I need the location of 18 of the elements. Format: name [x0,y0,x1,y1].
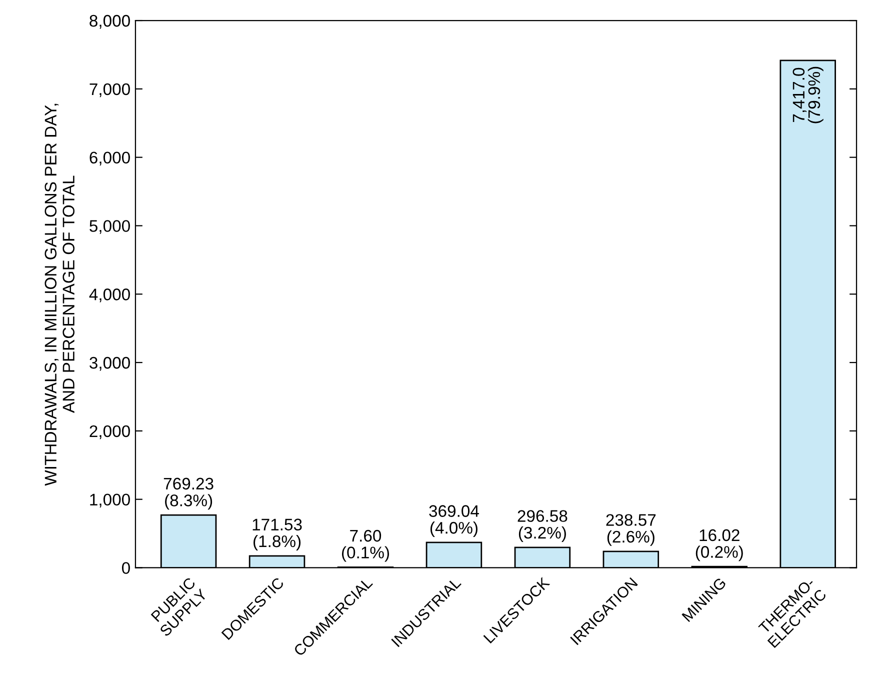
y-tick-label: 4,000 [89,288,130,302]
data-label: 7,417.0 (79.9%) [792,66,824,124]
y-tick-label: 2,000 [90,425,130,440]
data-label: 769.23 (8.3%) [164,478,214,510]
y-tick-label: 6,000 [90,152,130,166]
y-tick-label: 8,000 [90,14,130,29]
y-tick-label: 7,000 [90,83,130,98]
y-axis-title: WITHDRAWALS, IN MILLION GALLONS PER DAY, AND PERCENTAGE OF TOTAL [44,104,74,486]
y-tick-label: 0 [122,562,130,574]
y-tick-label: 3,000 [90,356,130,371]
data-label: 296.58 (3.2%) [518,510,568,542]
y-tick-label: 5,000 [90,220,130,234]
data-label: 238.57 (2.6%) [606,514,656,546]
data-label: 171.53 (1.8%) [252,518,302,551]
y-tick-label: 1,000 [90,494,130,508]
data-label: 369.04 (4.0%) [429,505,479,537]
data-label: 7.60 (0.1%) [342,530,390,562]
data-label: 16.02 (0.2%) [696,529,743,562]
